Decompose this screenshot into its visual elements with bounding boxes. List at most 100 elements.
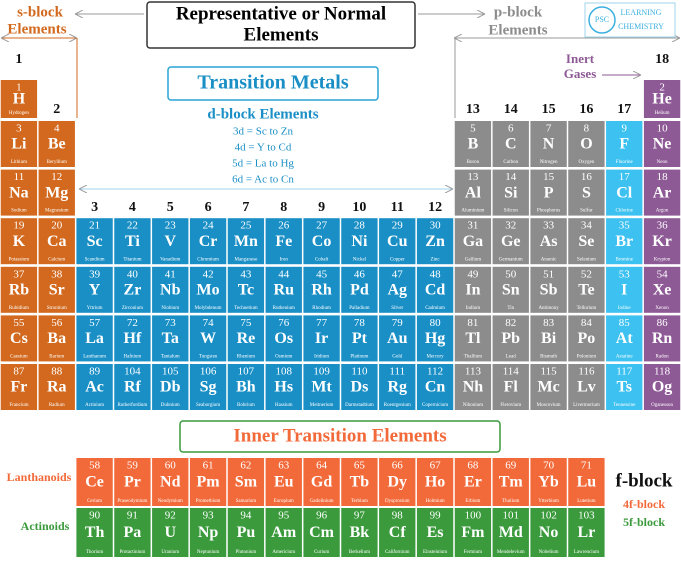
element-name: Nickel [353, 257, 367, 262]
atomic-number: 115 [541, 366, 558, 378]
element-name: Chlorine [616, 209, 634, 214]
element-cell [114, 508, 151, 557]
element-symbol: F [619, 136, 629, 153]
element-symbol: No [539, 524, 559, 541]
element-name: Beryllium [47, 160, 67, 165]
element-name: Selenium [577, 257, 596, 262]
element-cell [379, 315, 416, 362]
element-name: Cerium [87, 499, 102, 504]
atomic-number: 92 [165, 510, 176, 522]
atomic-number: 8 [584, 123, 590, 135]
element-symbol: Hf [124, 330, 142, 347]
element-cell [38, 315, 75, 362]
atomic-number: 118 [654, 366, 671, 378]
element-symbol: O [580, 136, 592, 153]
element-cell [643, 121, 681, 167]
element-name: Fermium [464, 550, 482, 555]
element-symbol: Og [652, 379, 672, 396]
element-symbol: Db [160, 379, 181, 396]
element-symbol: Cl [616, 184, 633, 201]
atomic-number: 116 [578, 366, 595, 378]
element-cell [492, 218, 529, 265]
element-symbol: Th [85, 524, 105, 541]
element-cell [606, 169, 643, 216]
element-cell [568, 315, 605, 362]
element-name: Promethium [196, 499, 221, 504]
element-name: Rhodium [312, 306, 331, 311]
element-symbol: Mg [45, 184, 68, 201]
element-name: Actinium [85, 403, 104, 408]
atomic-number: 48 [430, 268, 442, 280]
atomic-number: 109 [313, 366, 330, 378]
element-cell [265, 458, 302, 506]
element-cell [454, 458, 492, 506]
element-name: Praseodymium [117, 499, 147, 504]
element-cell [152, 218, 189, 265]
element-name: Seaborgium [196, 403, 220, 408]
element-name: Oganesson [651, 403, 673, 408]
atomic-number: 54 [657, 268, 669, 280]
atomic-number: 37 [13, 268, 25, 280]
header: Representative or Normal Elements s-bloc… [2, 1, 679, 118]
element-symbol: Ac [85, 379, 104, 396]
element-symbol: Mt [311, 379, 332, 396]
element-cell [454, 315, 492, 362]
atomic-number: 76 [278, 317, 290, 329]
element-symbol: B [468, 136, 479, 153]
element-cell [492, 169, 529, 216]
atomic-number: 103 [578, 510, 595, 522]
element-cell [114, 266, 151, 313]
element-symbol: Ni [351, 233, 368, 250]
atomic-number: 87 [13, 366, 25, 378]
atomic-number: 35 [619, 220, 631, 232]
element-symbol: Rg [387, 379, 407, 396]
element-name: Chromium [197, 257, 219, 262]
element-name: Platinum [350, 355, 368, 360]
atomic-number: 112 [427, 366, 443, 378]
element-name: Silicon [504, 209, 519, 214]
element-symbol: Ga [463, 233, 483, 250]
element-name: Technetium [234, 306, 258, 311]
atomic-number: 16 [581, 171, 593, 183]
atomic-number: 117 [616, 366, 633, 378]
element-name: Bohrium [237, 403, 255, 408]
actinoids-label: Actinoids [21, 519, 70, 533]
group-number: 6 [205, 200, 212, 215]
element-cell [643, 315, 681, 362]
element-symbol: Pu [237, 524, 256, 541]
atomic-number: 17 [619, 171, 631, 183]
atomic-number: 80 [430, 317, 442, 329]
atomic-number: 19 [13, 220, 25, 232]
element-cell [454, 121, 492, 167]
element-name: Curium [314, 550, 329, 555]
element-name: Arsenic [541, 257, 557, 262]
element-name: Iron [280, 257, 289, 262]
atomic-number: 45 [316, 268, 328, 280]
element-symbol: Ar [653, 184, 672, 201]
group-number: 10 [352, 200, 366, 215]
element-symbol: Ti [125, 233, 140, 250]
element-symbol: Ir [315, 330, 328, 347]
d-block-line: 5d = La to Hg [232, 158, 294, 170]
element-name: Krypton [654, 257, 671, 262]
d-block-line: 3d = Sc to Zn [233, 126, 293, 138]
element-cell [303, 266, 340, 313]
element-symbol: Ra [47, 379, 67, 396]
element-name: Astatine [616, 355, 633, 360]
atomic-number: 5 [470, 123, 476, 135]
atomic-number: 27 [316, 220, 328, 232]
element-name: Zinc [430, 257, 440, 262]
element-symbol: S [582, 184, 591, 201]
atomic-number: 105 [162, 366, 179, 378]
element-symbol: P [544, 184, 554, 201]
transition-title: Transition Metals [197, 72, 349, 94]
element-symbol: Fl [504, 379, 519, 396]
element-symbol: Ne [653, 136, 672, 153]
element-name: Germanium [499, 257, 523, 262]
atomic-number: 77 [316, 317, 328, 329]
element-cell [492, 121, 529, 167]
element-symbol: Gd [311, 474, 332, 491]
element-cell [152, 458, 189, 506]
element-cell [530, 315, 567, 362]
element-symbol: Rh [311, 281, 332, 298]
